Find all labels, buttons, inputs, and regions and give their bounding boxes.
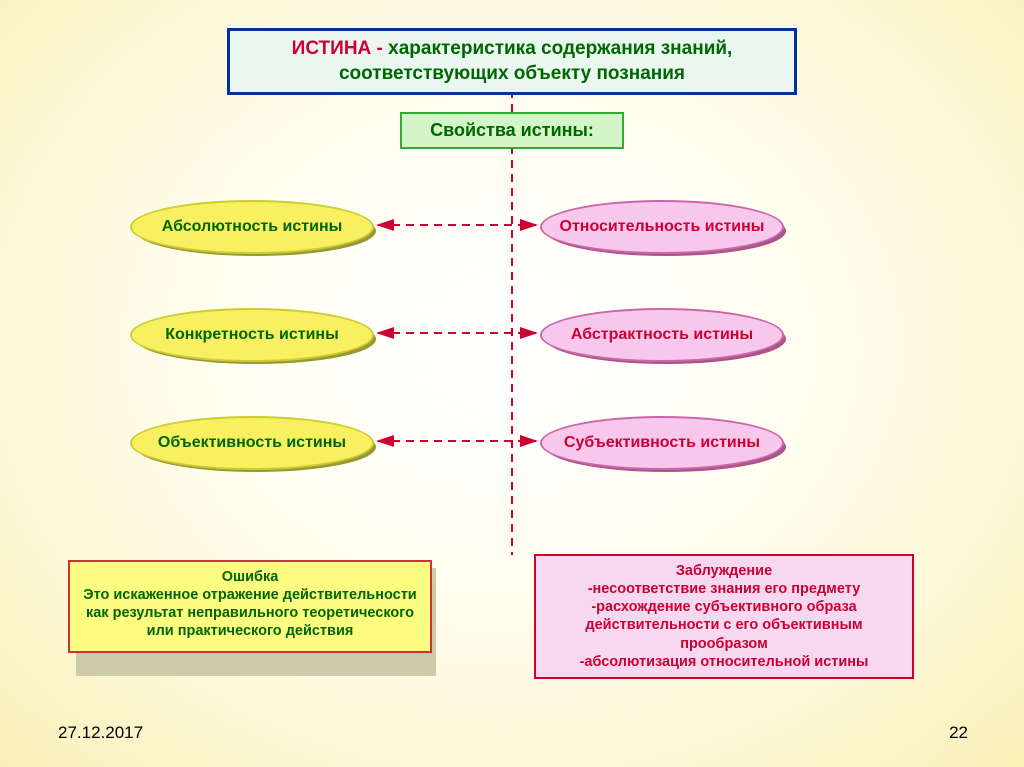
ellipse-label: Объективность истины bbox=[158, 434, 346, 452]
delusion-line-1: -несоответствие знания его предмету bbox=[544, 580, 904, 598]
ellipse-label: Субъективность истины bbox=[564, 434, 760, 452]
ellipse-concrete: Конкретность истины bbox=[130, 308, 370, 358]
footer-date: 27.12.2017 bbox=[58, 723, 143, 743]
delusion-line-3: -абсолютизация относительной истины bbox=[544, 653, 904, 671]
ellipse-subjective: Субъективность истины bbox=[540, 416, 780, 466]
delusion-box: Заблуждение -несоответствие знания его п… bbox=[534, 554, 914, 679]
footer-page-number: 22 bbox=[949, 723, 968, 743]
ellipse-label: Абстрактность истины bbox=[571, 326, 753, 344]
ellipse-abstract: Абстрактность истины bbox=[540, 308, 780, 358]
ellipse-objective: Объективность истины bbox=[130, 416, 370, 466]
ellipse-label: Относительность истины bbox=[560, 218, 765, 236]
ellipse-label: Абсолютность истины bbox=[162, 218, 343, 236]
title-bold: ИСТИНА - bbox=[292, 38, 389, 59]
title-rest: характеристика содержания знаний, соотве… bbox=[339, 38, 732, 84]
error-box: Ошибка Это искаженное отражение действит… bbox=[68, 560, 432, 653]
error-title: Ошибка bbox=[78, 568, 422, 586]
error-body: Это искаженное отражение действительност… bbox=[78, 586, 422, 640]
delusion-title: Заблуждение bbox=[544, 562, 904, 580]
ellipse-absolute: Абсолютность истины bbox=[130, 200, 370, 250]
ellipse-label: Конкретность истины bbox=[165, 326, 338, 344]
title-box: ИСТИНА - характеристика содержания знани… bbox=[227, 28, 797, 95]
subtitle-box: Свойства истины: bbox=[400, 112, 624, 149]
delusion-line-2: -расхождение субъективного образа действ… bbox=[544, 598, 904, 652]
ellipse-relative: Относительность истины bbox=[540, 200, 780, 250]
